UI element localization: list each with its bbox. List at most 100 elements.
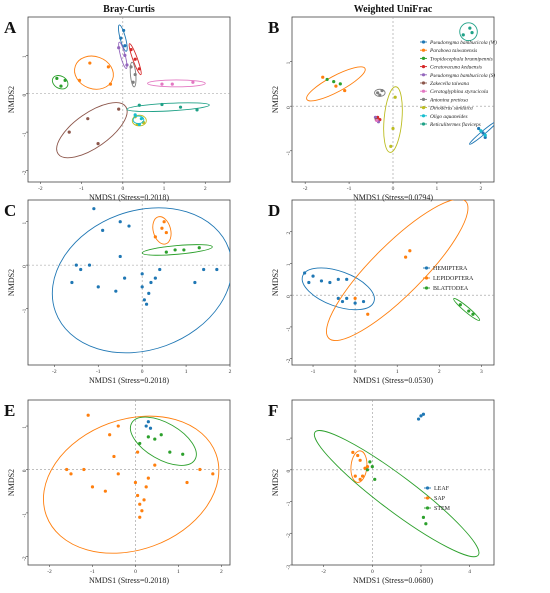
data-point — [380, 88, 384, 93]
data-point — [353, 474, 357, 478]
panel-f: -2 0 2 4 -3 -2 -1 0 1 NMDS1 (Stress=0.0680) NMDS2 F — [268, 399, 495, 585]
data-point — [338, 82, 342, 86]
data-point — [160, 82, 164, 86]
x-tick-label: 2 — [229, 369, 232, 375]
legend-label: Antonina pretiosa — [429, 97, 468, 103]
data-point — [471, 312, 475, 316]
data-point — [332, 80, 336, 84]
legend-swatch-point — [424, 286, 429, 290]
data-point — [140, 272, 144, 276]
data-point — [468, 26, 472, 30]
series-3 — [128, 43, 142, 76]
data-point — [153, 463, 157, 467]
data-point — [483, 135, 487, 140]
data-point — [159, 433, 163, 437]
legend-swatch-point — [421, 48, 426, 52]
y-tick-label: -2 — [286, 358, 292, 363]
data-point — [408, 249, 412, 253]
series-7 — [129, 61, 137, 88]
panel-d: -1 0 1 2 3 -2 -1 0 1 2 NMDS1 (Stress=0.0530) NMDS2 D — [268, 199, 495, 385]
x-tick-label: 0 — [141, 369, 144, 375]
data-point — [404, 255, 408, 259]
data-point — [363, 466, 367, 470]
data-point — [321, 75, 325, 79]
x-tick-label: -1 — [347, 186, 352, 192]
data-point — [135, 450, 140, 454]
data-point — [307, 280, 311, 285]
y-tick-label: 0 — [286, 295, 292, 298]
data-point — [101, 228, 105, 232]
series-0 — [416, 412, 426, 421]
plot-body — [51, 207, 230, 354]
series-0 — [301, 267, 375, 311]
y-tick-label: 1 — [286, 263, 292, 266]
legend-label: Zakecella taiwana — [430, 81, 469, 87]
x-tick-label: 0 — [121, 186, 124, 192]
data-point — [138, 502, 142, 506]
data-point — [481, 131, 485, 135]
data-point — [424, 522, 428, 526]
confidence-ellipse — [301, 267, 375, 311]
legend-label: Tropidocephala brunnipennis — [430, 56, 493, 62]
data-point — [146, 435, 150, 439]
data-point — [67, 130, 71, 134]
legend-b: Pseudoregma bambucicola (W) Paraboea taiw… — [420, 39, 497, 128]
x-tick-label: -2 — [52, 369, 57, 375]
x-tick-label: -1 — [79, 186, 84, 192]
confidence-ellipse — [126, 102, 210, 113]
confidence-ellipse — [130, 416, 197, 466]
data-point — [144, 485, 148, 489]
data-point — [147, 291, 151, 295]
x-tick-label: 4 — [468, 569, 471, 575]
legend-swatch-point — [421, 56, 426, 61]
data-point — [461, 33, 465, 37]
data-point — [181, 452, 185, 456]
data-point — [328, 280, 332, 285]
data-point — [334, 84, 338, 88]
data-point — [133, 57, 137, 61]
data-point — [378, 93, 382, 97]
data-point — [336, 296, 340, 300]
x-axis-label: NMDS1 (Stress=0.0680) — [353, 576, 433, 585]
legend-swatch-point — [425, 496, 430, 500]
legend-label: Pseudoregma bambucicola (W) — [429, 39, 497, 46]
confidence-ellipse — [147, 79, 206, 88]
y-tick-label: 0 — [22, 93, 28, 96]
x-tick-label: 0 — [134, 569, 137, 575]
data-point — [353, 301, 357, 305]
data-point — [168, 450, 172, 454]
legend-swatch-point — [425, 486, 430, 490]
x-tick-label: -1 — [311, 369, 316, 375]
data-point — [129, 48, 133, 52]
data-point — [215, 267, 219, 272]
series-1 — [306, 66, 366, 102]
data-point — [356, 453, 360, 458]
legend-label: SAP — [434, 496, 446, 502]
data-point — [470, 31, 474, 35]
data-point — [144, 302, 149, 306]
data-point — [69, 472, 73, 476]
data-point — [153, 235, 157, 239]
x-tick-label: 1 — [177, 569, 180, 575]
data-point — [137, 103, 141, 107]
y-axis-label: NMDS2 — [7, 86, 16, 113]
y-tick-label: 1 — [22, 426, 28, 429]
confidence-ellipse — [141, 244, 213, 256]
data-point — [138, 441, 142, 446]
data-point — [139, 117, 143, 121]
series-1 — [326, 200, 469, 342]
data-point — [87, 263, 92, 267]
data-point — [211, 472, 215, 476]
series-0 — [117, 24, 128, 52]
x-tick-label: 1 — [436, 186, 439, 192]
series-10 — [459, 22, 478, 42]
panel-letter: F — [268, 401, 278, 420]
data-point — [79, 267, 83, 272]
x-tick-label: -1 — [96, 369, 101, 375]
data-point — [393, 95, 397, 99]
x-axis-label: NMDS1 (Stress=0.2018) — [89, 576, 169, 585]
data-point — [421, 412, 426, 416]
plot-body — [313, 412, 480, 558]
data-point — [375, 118, 379, 123]
x-tick-label: 0 — [354, 369, 357, 375]
